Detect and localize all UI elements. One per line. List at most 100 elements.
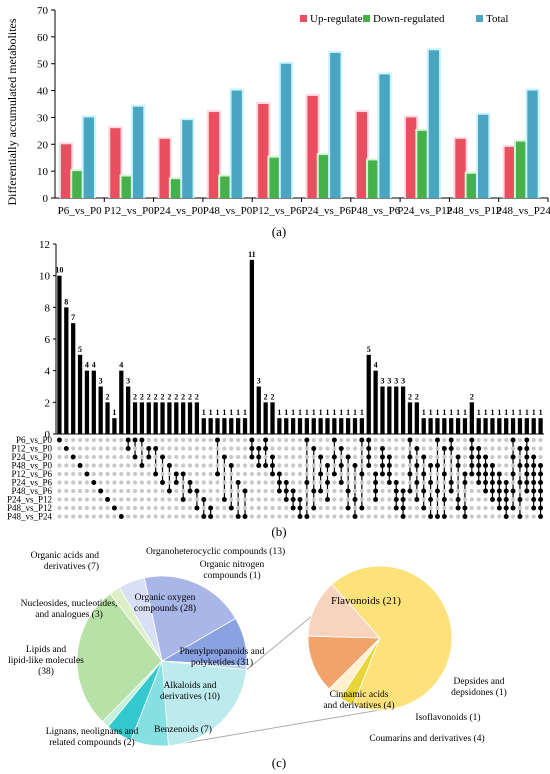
upset-set-label: P48_vs_P12 (7, 503, 52, 513)
upset-membership-dot-empty (462, 497, 468, 502)
upset-membership-dot-empty (428, 446, 433, 451)
upset-membership-dot-empty (77, 454, 83, 460)
upset-membership-dot-empty (483, 437, 488, 443)
bar-total (280, 63, 292, 198)
upset-bar-value-label: 2 (106, 392, 110, 401)
upset-membership-dot-empty (442, 437, 447, 443)
upset-membership-dot-filled (153, 446, 159, 451)
upset-membership-dot-empty (201, 488, 206, 494)
upset-membership-dot-filled (517, 497, 523, 502)
upset-membership-dot-empty (236, 437, 241, 443)
upset-membership-dot-filled (386, 463, 392, 468)
upset-membership-dot-empty (366, 505, 371, 511)
upset-membership-dot-empty (187, 471, 193, 477)
upset-membership-dot-empty (538, 446, 543, 451)
upset-bar-value-label: 2 (264, 392, 268, 401)
upset-membership-dot-empty (366, 514, 371, 519)
upset-intersection-bar (236, 418, 241, 434)
upset-membership-dot-empty (98, 497, 103, 502)
upset-membership-dot-empty (71, 505, 76, 511)
upset-intersection-bar (112, 418, 117, 434)
upset-membership-dot-empty (394, 463, 399, 468)
upset-intersection-bar (187, 402, 193, 434)
upset-membership-dot-filled (276, 471, 282, 477)
upset-membership-dot-empty (304, 454, 309, 460)
upset-membership-dot-filled (201, 497, 207, 502)
bar-total (379, 74, 390, 198)
upset-membership-dot-filled (166, 488, 172, 494)
upset-membership-dot-empty (263, 514, 268, 519)
upset-membership-dot-filled (311, 488, 317, 494)
upset-intersection-bar (57, 275, 62, 434)
bar-chart-x-tick-label: P48_vs_P6 (351, 205, 401, 217)
upset-membership-dot-empty (270, 514, 275, 519)
pie-slice-label: Isoflavonoids (1) (415, 712, 480, 723)
upset-membership-dot-empty (181, 488, 186, 494)
upset-membership-dot-filled (524, 471, 530, 477)
upset-membership-dot-empty (256, 437, 261, 443)
upset-membership-dot-empty (291, 454, 296, 460)
bar-down-regulated (466, 173, 478, 198)
upset-membership-dot-filled (297, 505, 303, 511)
upset-membership-dot-filled (84, 471, 90, 477)
upset-membership-dot-empty (442, 488, 447, 494)
upset-membership-dot-filled (173, 480, 179, 485)
upset-membership-dot-filled (379, 454, 385, 460)
upset-bar-value-label: 1 (532, 408, 536, 417)
upset-intersection-bar (105, 402, 110, 434)
upset-membership-dot-filled (63, 446, 69, 451)
upset-membership-dot-empty (497, 446, 502, 451)
upset-membership-dot-filled (441, 446, 447, 451)
upset-membership-dot-empty (139, 488, 145, 494)
upset-membership-dot-empty (139, 471, 145, 477)
upset-membership-dot-empty (400, 437, 406, 443)
upset-membership-dot-empty (510, 463, 516, 468)
upset-membership-dot-empty (380, 437, 385, 443)
upset-intersection-bar (394, 386, 399, 434)
upset-membership-dot-empty (277, 437, 282, 443)
pie-slice-label: Phenylpropanoids and polyketides (31) (180, 647, 265, 668)
upset-intersection-bar (91, 370, 96, 434)
upset-membership-dot-empty (146, 463, 151, 468)
upset-membership-dot-empty (400, 480, 406, 485)
upset-membership-dot-empty (483, 497, 488, 502)
upset-membership-dot-empty (442, 454, 447, 460)
upset-membership-dot-empty (297, 488, 303, 494)
upset-membership-dot-empty (194, 437, 200, 443)
upset-membership-dot-empty (57, 454, 62, 460)
upset-membership-dot-empty (346, 514, 351, 519)
upset-membership-dot-empty (119, 471, 124, 477)
upset-membership-dot-empty (153, 463, 158, 468)
upset-set-label: P24_vs_P6 (11, 478, 52, 488)
upset-membership-dot-empty (339, 471, 344, 477)
upset-membership-dot-empty (291, 471, 296, 477)
upset-membership-dot-empty (339, 514, 344, 519)
upset-membership-dot-empty (194, 471, 200, 477)
upset-membership-dot-empty (236, 488, 241, 494)
upset-membership-dot-filled (421, 454, 427, 460)
upset-membership-dot-filled (531, 454, 537, 460)
upset-membership-dot-filled (483, 454, 489, 460)
upset-membership-dot-empty (174, 446, 179, 451)
upset-bar-value-label: 1 (539, 408, 543, 417)
upset-membership-dot-empty (332, 488, 337, 494)
upset-membership-dot-empty (352, 471, 358, 477)
pie-slice (76, 593, 163, 723)
upset-membership-dot-empty (297, 463, 303, 468)
upset-membership-dot-empty (414, 471, 419, 477)
upset-membership-dot-empty (435, 446, 440, 451)
upset-intersection-bar (373, 370, 378, 434)
upset-membership-dot-empty (215, 488, 220, 494)
pie-chart-phenylpropanoid-breakdown (307, 565, 453, 711)
upset-membership-dot-empty (153, 437, 158, 443)
upset-membership-dot-filled (249, 437, 255, 443)
upset-membership-dot-empty (126, 514, 131, 519)
upset-membership-dot-empty (263, 480, 268, 485)
upset-intersection-bar (304, 418, 310, 434)
upset-membership-dot-empty (311, 480, 316, 485)
upset-membership-dot-empty (400, 471, 406, 477)
bar-chart-y-tick-label: 70 (37, 5, 49, 17)
upset-membership-dot-filled (318, 488, 324, 494)
upset-membership-dot-empty (167, 446, 172, 451)
upset-membership-dot-empty (139, 497, 145, 502)
